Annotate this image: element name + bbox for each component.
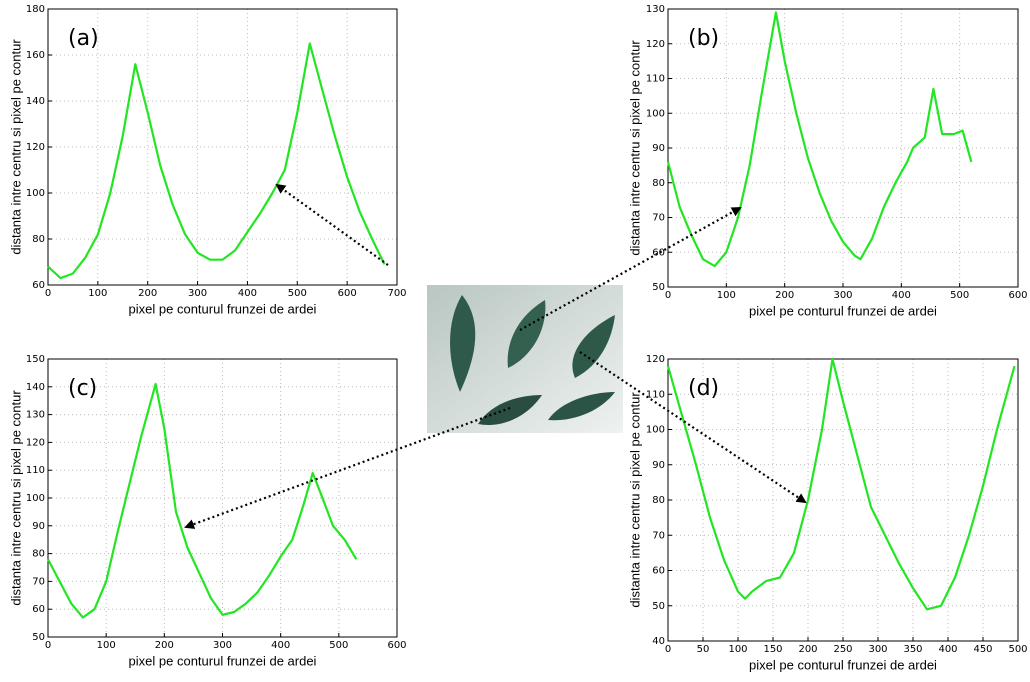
x-tick-label: 500 <box>288 288 307 299</box>
panel-label: (a) <box>68 26 99 51</box>
y-tick-label: 60 <box>652 566 665 577</box>
y-tick-label: 70 <box>652 213 665 224</box>
y-tick-label: 120 <box>646 39 665 50</box>
x-tick-label: 0 <box>665 290 671 301</box>
x-tick-label: 350 <box>903 644 922 655</box>
x-axis-label: pixel pe conturul frunzei de ardei <box>749 303 937 318</box>
leaf-photo <box>427 285 623 433</box>
x-tick-label: 250 <box>833 644 852 655</box>
x-tick-label: 150 <box>763 644 782 655</box>
y-tick-label: 60 <box>32 604 45 615</box>
y-tick-label: 90 <box>652 460 665 471</box>
y-tick-label: 100 <box>646 108 665 119</box>
plot-frame <box>47 8 398 286</box>
x-tick-label: 50 <box>697 644 710 655</box>
x-tick-label: 500 <box>329 640 348 651</box>
x-tick-label: 400 <box>938 644 957 655</box>
x-axis-label: pixel pe conturul frunzei de ardei <box>749 657 937 672</box>
x-tick-label: 100 <box>717 290 736 301</box>
x-tick-label: 600 <box>1008 290 1027 301</box>
data-line <box>666 357 1016 611</box>
y-tick-label: 70 <box>652 530 665 541</box>
y-axis-label: distanta intre centru si pixel pe contur <box>627 40 642 256</box>
data-line <box>47 382 358 619</box>
y-tick-label: 110 <box>646 74 665 85</box>
y-tick-label: 60 <box>32 280 45 291</box>
plot-area <box>48 359 397 637</box>
x-tick-label: 300 <box>188 288 207 299</box>
x-tick-label: 100 <box>97 640 116 651</box>
plot-frame <box>667 8 1019 288</box>
x-tick-label: 500 <box>1008 644 1027 655</box>
y-tick-label: 90 <box>32 521 45 532</box>
y-tick-label: 50 <box>652 282 665 293</box>
y-tick-label: 120 <box>26 142 45 153</box>
y-tick-label: 160 <box>26 50 45 61</box>
x-tick-label: 500 <box>950 290 969 301</box>
y-tick-label: 100 <box>646 425 665 436</box>
y-tick-label: 80 <box>652 495 665 506</box>
chart: 0 100 200 300 400 500 600 50 60 70 80 90 100 110 120 13… <box>8 354 406 668</box>
panel-label: (b) <box>688 26 719 51</box>
x-tick-label: 0 <box>45 288 51 299</box>
y-axis-label: distanta intre centru si pixel pe contur <box>8 390 23 606</box>
x-tick-label: 100 <box>88 288 107 299</box>
y-tick-label: 140 <box>26 382 45 393</box>
y-tick-label: 90 <box>652 143 665 154</box>
x-tick-label: 100 <box>728 644 747 655</box>
y-tick-label: 40 <box>652 636 665 647</box>
x-tick-label: 300 <box>833 290 852 301</box>
y-tick-label: 130 <box>646 4 665 15</box>
x-tick-label: 0 <box>45 640 51 651</box>
x-tick-label: 600 <box>387 640 406 651</box>
y-tick-label: 150 <box>26 354 45 365</box>
y-tick-label: 180 <box>26 4 45 15</box>
y-tick-label: 70 <box>32 576 45 587</box>
y-tick-label: 110 <box>26 465 45 476</box>
chart: 0 100 200 300 400 500 600 50 60 70 80 90 100 110 120 13… <box>627 4 1027 318</box>
x-tick-label: 200 <box>138 288 157 299</box>
y-axis-label: distanta intre centru si pixel pe contur <box>8 39 23 255</box>
y-tick-label: 80 <box>32 234 45 245</box>
data-line <box>666 11 973 268</box>
x-tick-label: 300 <box>868 644 887 655</box>
x-tick-label: 200 <box>798 644 817 655</box>
x-tick-label: 700 <box>387 288 406 299</box>
y-tick-label: 50 <box>652 601 665 612</box>
y-tick-label: 120 <box>646 354 665 365</box>
y-axis-label: distanta intre centru si pixel pe contur <box>627 392 642 608</box>
x-tick-label: 200 <box>155 640 174 651</box>
x-tick-label: 400 <box>892 290 911 301</box>
x-tick-label: 600 <box>338 288 357 299</box>
y-tick-label: 60 <box>652 247 665 258</box>
y-tick-label: 100 <box>26 493 45 504</box>
panel-label: (c) <box>68 376 97 401</box>
x-tick-label: 400 <box>238 288 257 299</box>
x-axis-label: pixel pe conturul frunzei de ardei <box>129 301 317 316</box>
y-tick-label: 120 <box>26 437 45 448</box>
x-axis-label: pixel pe conturul frunzei de ardei <box>129 653 317 668</box>
chart: 0 100 200 300 400 500 600 700 60 80 100 120 140 160 18… <box>8 4 406 316</box>
y-tick-label: 130 <box>26 410 45 421</box>
arrows <box>184 183 807 529</box>
y-tick-label: 100 <box>26 188 45 199</box>
x-tick-label: 200 <box>775 290 794 301</box>
y-tick-label: 140 <box>26 96 45 107</box>
y-tick-label: 80 <box>32 549 45 560</box>
x-tick-label: 400 <box>271 640 290 651</box>
plot-frame <box>47 358 398 638</box>
y-tick-label: 80 <box>652 178 665 189</box>
y-tick-label: 110 <box>646 389 665 400</box>
panel-label: (d) <box>688 376 719 401</box>
x-tick-label: 0 <box>665 644 671 655</box>
x-tick-label: 450 <box>973 644 992 655</box>
plot-frame <box>667 358 1019 642</box>
data-line <box>47 42 386 280</box>
y-tick-label: 50 <box>32 632 45 643</box>
x-tick-label: 300 <box>213 640 232 651</box>
chart: 0 50 100 150 200 250 300 350 400 450 500 40 50 60 70 80… <box>627 354 1027 672</box>
